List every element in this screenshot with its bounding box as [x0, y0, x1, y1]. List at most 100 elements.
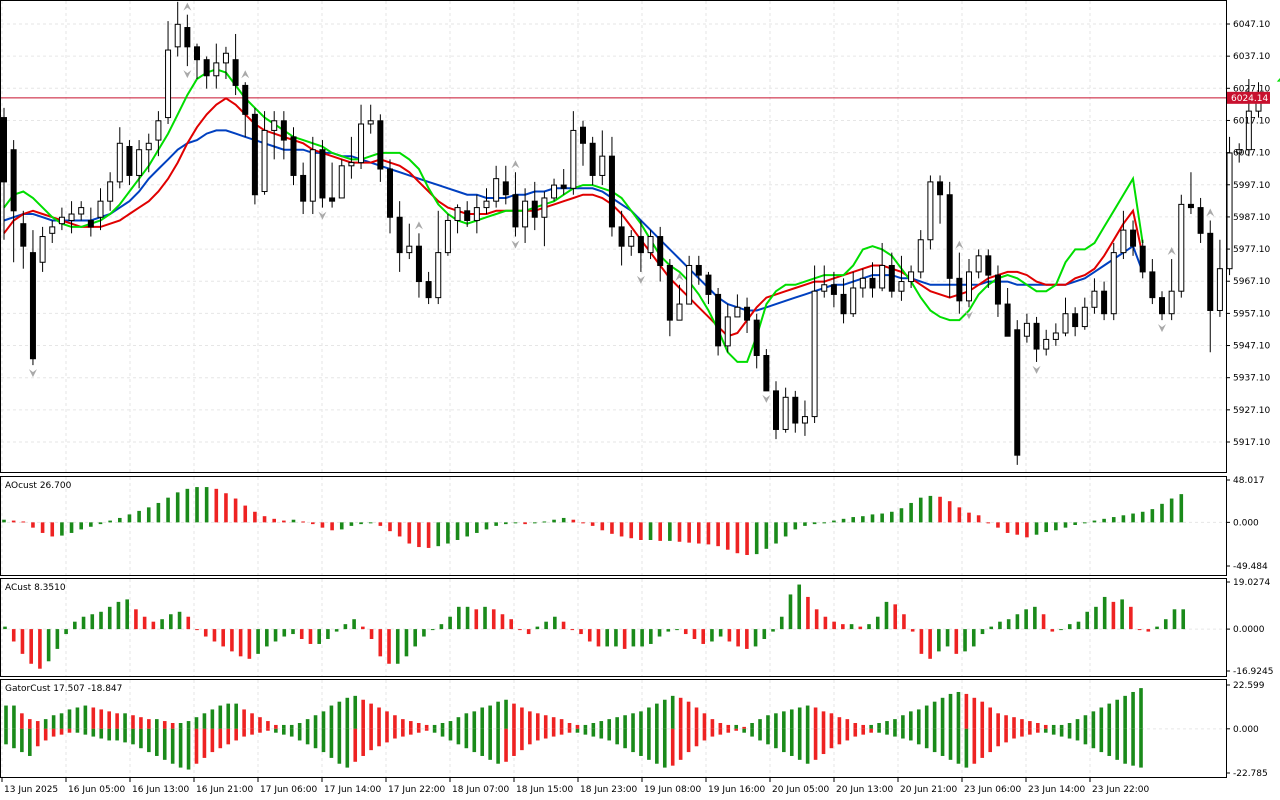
- gator-lower-bar: [734, 728, 739, 731]
- ao-bar: [899, 508, 904, 523]
- gator-lower-bar: [535, 728, 540, 741]
- gator-upper-bar: [20, 713, 24, 729]
- gator-lower-bar: [289, 728, 294, 737]
- candle-bear: [1139, 245, 1146, 273]
- gator-lower-bar: [258, 728, 262, 733]
- gator-upper-bar: [258, 717, 262, 729]
- candle-bear: [512, 194, 519, 228]
- ma-mid-line: [3, 97, 1144, 338]
- gator-upper-bar: [305, 719, 310, 729]
- gator-lower-bar: [1028, 728, 1032, 735]
- ac-bar: [622, 629, 627, 649]
- gator-upper-bar: [956, 691, 961, 729]
- candle-bear: [666, 264, 673, 321]
- ac-bar: [587, 629, 592, 642]
- ao-bar: [967, 512, 971, 523]
- candle-bull: [406, 245, 413, 254]
- gator-lower-bar: [67, 728, 72, 733]
- gator-upper-bar: [567, 723, 572, 729]
- candle-bear: [251, 113, 258, 196]
- gator-lower-bar: [416, 728, 421, 733]
- ac-bar: [1111, 601, 1116, 630]
- ao-bar: [697, 522, 701, 544]
- gator-lower-bar: [813, 728, 818, 760]
- ao-bar: [928, 495, 933, 523]
- gator-upper-bar: [488, 705, 492, 729]
- candle-bull: [58, 216, 65, 225]
- candle-bull: [49, 226, 56, 234]
- ao-bar: [1140, 511, 1145, 523]
- ao-bar: [378, 522, 383, 526]
- candle-bull: [78, 207, 85, 215]
- gator-upper-bar: [694, 707, 699, 729]
- fractal-up-marker: [241, 70, 250, 79]
- gator-lower-bar: [710, 728, 715, 737]
- ac-bar: [771, 629, 775, 632]
- time-tick-label: 13 Jun 2025: [4, 785, 58, 795]
- ac-bar: [134, 609, 138, 630]
- ac-bar: [11, 629, 16, 642]
- ao-bar: [417, 522, 421, 548]
- gator-upper-bar: [432, 724, 437, 729]
- candle-bull: [222, 52, 229, 64]
- gator-lower-bar: [821, 728, 826, 755]
- gator-lower-bar: [583, 728, 588, 735]
- ao-bar: [658, 522, 662, 541]
- ac-bar: [683, 629, 688, 635]
- candle-bear: [792, 396, 799, 424]
- gator-upper-bar: [67, 709, 72, 729]
- ac-bar: [1059, 629, 1063, 631]
- candle-bull: [1120, 229, 1127, 254]
- candle-bear: [618, 226, 625, 247]
- gator-upper-bar: [266, 721, 270, 729]
- time-tick-label: 23 Jun 06:00: [964, 785, 1021, 795]
- ac-bar: [352, 619, 356, 630]
- candle-bear: [87, 219, 94, 228]
- candle-bull: [811, 290, 818, 418]
- gator-upper-bar: [353, 695, 358, 729]
- gator-upper-bar: [639, 711, 643, 729]
- gator-lower-bar: [837, 728, 842, 745]
- ac-bar: [710, 629, 714, 642]
- gator-lower-bar: [83, 728, 88, 735]
- time-axis: 13 Jun 2025 16 Jun 05:00 16 Jun 13:00 16 Ju…: [1, 778, 1149, 795]
- candle-bear: [763, 355, 770, 392]
- gator-lower-bar: [655, 728, 659, 764]
- ac-bar: [212, 629, 217, 642]
- gator-lower-bar: [385, 728, 389, 743]
- ao-bar: [204, 487, 209, 523]
- gator-upper-bar: [504, 699, 508, 729]
- ac-bar: [649, 629, 653, 644]
- gator-lower-bar: [432, 728, 437, 733]
- fractal-down-marker: [636, 275, 645, 284]
- ao-bar: [50, 522, 55, 537]
- candle-bear: [194, 46, 200, 61]
- time-tick-label: 18 Jun 23:00: [580, 785, 637, 795]
- gator-lower-bar: [924, 728, 929, 749]
- gator-lower-bar: [829, 728, 834, 749]
- gator-upper-bar: [678, 697, 683, 729]
- candle-bear: [1187, 203, 1194, 209]
- candle-bear: [1004, 303, 1011, 337]
- ao-bar: [108, 520, 112, 523]
- fractal-down-marker: [318, 211, 327, 220]
- ac-bar: [928, 629, 932, 659]
- gator-lower-bar: [194, 728, 199, 764]
- gator-lower-bar: [607, 728, 612, 741]
- gator-upper-bar: [170, 723, 175, 729]
- gator-upper-bar: [583, 724, 588, 729]
- gator-lower-bar: [329, 728, 334, 758]
- ao-bar: [1044, 522, 1048, 533]
- ac-bar: [195, 629, 199, 631]
- ao-bar: [870, 514, 875, 523]
- gator-lower-bar: [670, 728, 675, 766]
- ac-bar: [273, 629, 278, 642]
- time-tick-label: 18 Jun 07:00: [452, 785, 509, 795]
- price-tick-label: 5997.10: [1233, 181, 1270, 191]
- ac-bar: [125, 599, 129, 630]
- ac-bar: [500, 614, 505, 630]
- gator-tick-label: -22.785: [1233, 769, 1268, 779]
- ac-bar: [509, 619, 513, 630]
- candle-bull: [541, 197, 548, 218]
